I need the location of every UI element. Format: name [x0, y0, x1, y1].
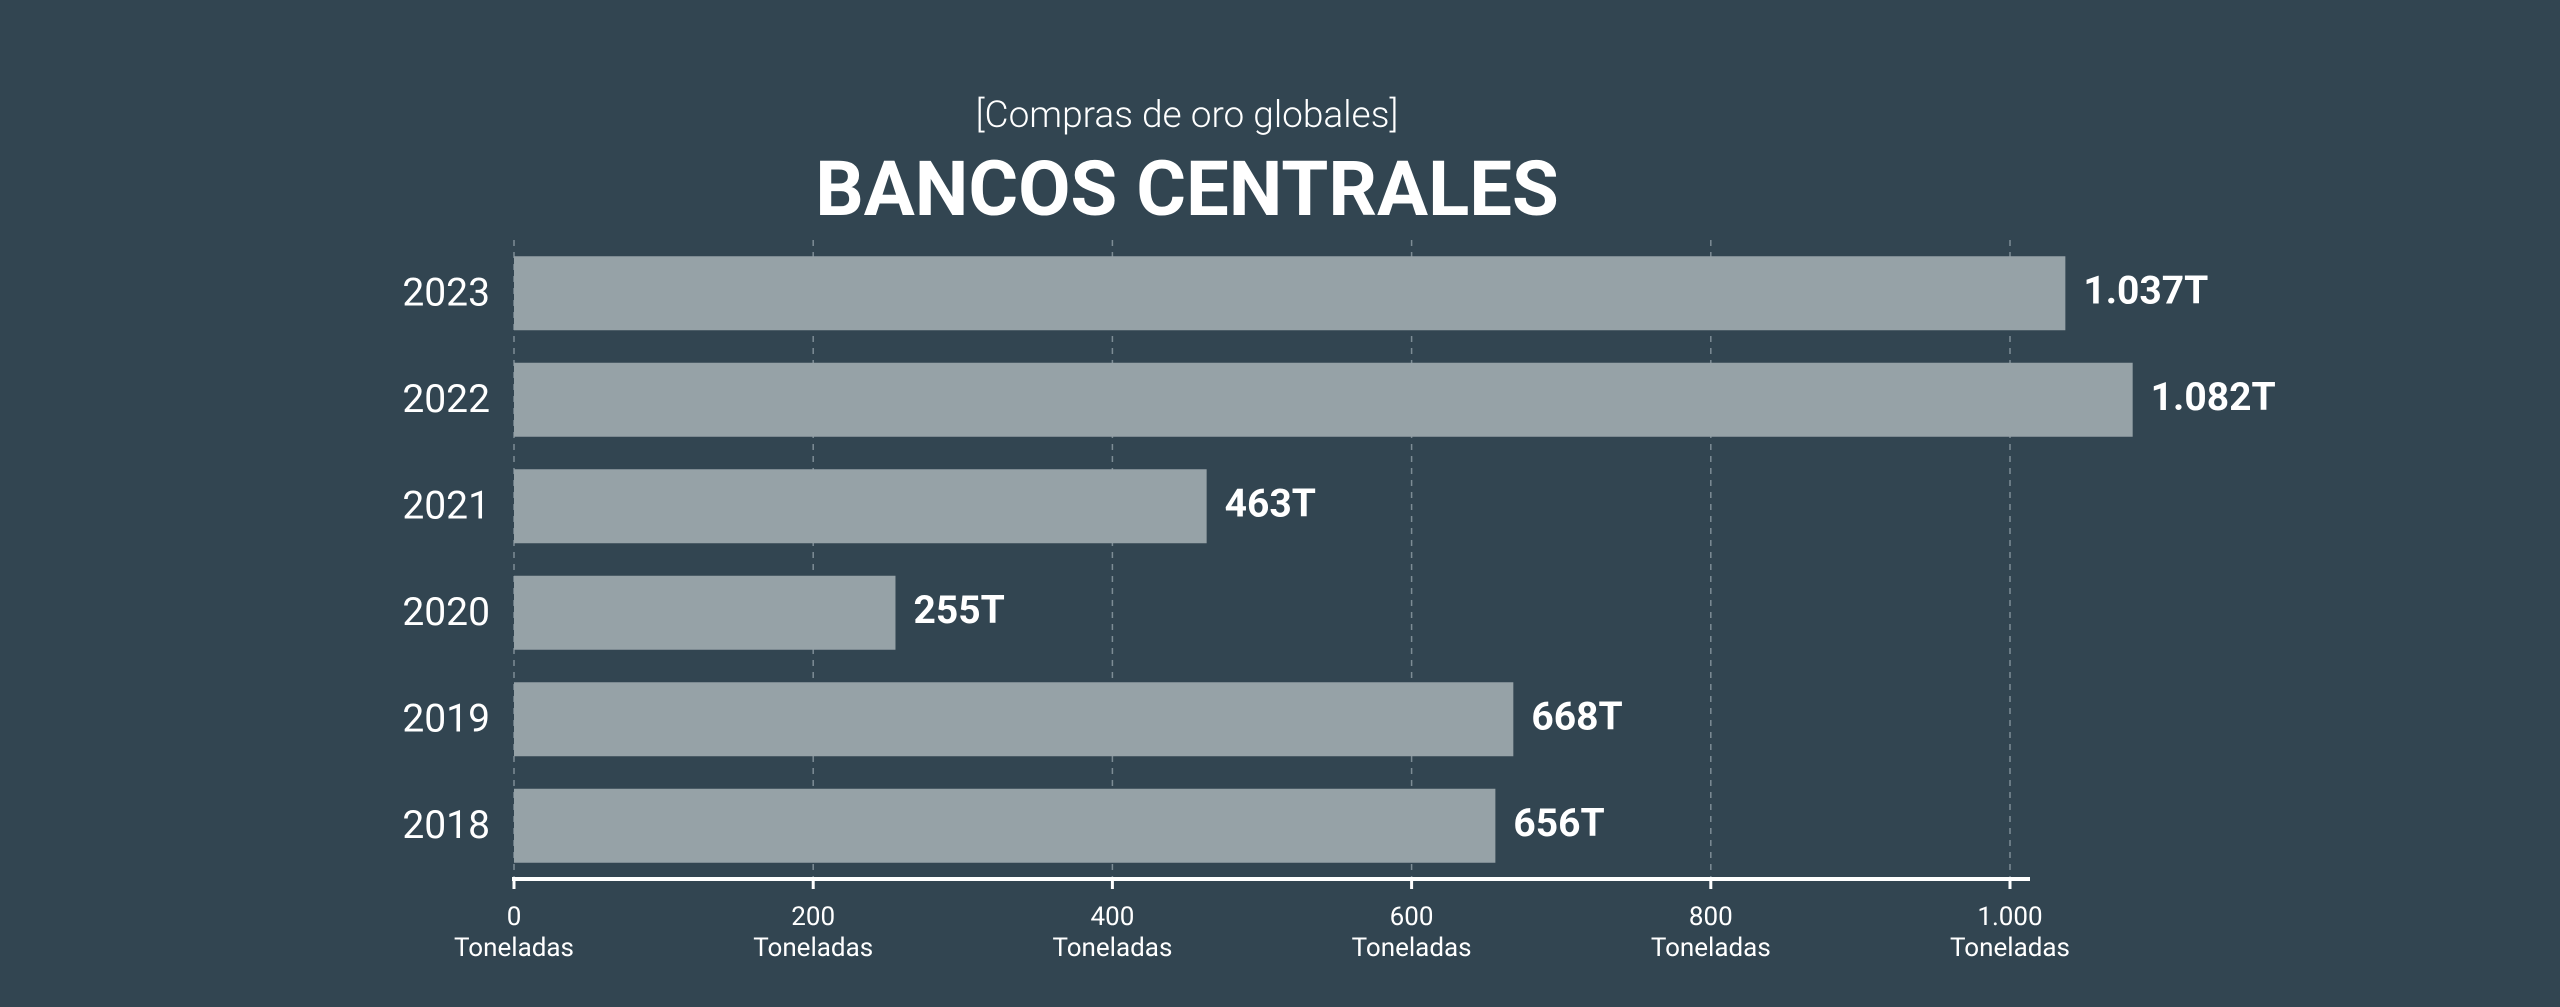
- bar: [514, 256, 2066, 331]
- x-tick-label: 800: [1689, 902, 1733, 932]
- x-tick-label: 600: [1390, 902, 1434, 932]
- value-label: 1.082T: [2151, 374, 2276, 420]
- y-tick-label: 2018: [402, 802, 490, 848]
- x-tick-unit: Toneladas: [1950, 933, 2070, 963]
- bar: [514, 788, 1496, 863]
- y-tick-label: 2023: [402, 270, 490, 316]
- bar: [514, 362, 2133, 437]
- y-tick-label: 2019: [402, 696, 490, 742]
- y-tick-label: 2022: [402, 376, 490, 422]
- value-label: 1.037T: [2083, 268, 2208, 314]
- y-tick-label: 2020: [402, 589, 490, 635]
- value-label: 463T: [1225, 481, 1316, 527]
- x-tick-unit: Toneladas: [454, 933, 574, 963]
- value-label: 668T: [1531, 694, 1622, 740]
- x-tick-label: 1.000: [1977, 902, 2042, 932]
- x-tick-label: 400: [1090, 902, 1134, 932]
- x-tick-unit: Toneladas: [1651, 933, 1771, 963]
- x-tick-unit: Toneladas: [753, 933, 873, 963]
- bar: [514, 575, 896, 650]
- x-tick-unit: Toneladas: [1052, 933, 1172, 963]
- value-label: 255T: [913, 587, 1004, 633]
- x-tick-label: 0: [507, 902, 522, 932]
- chart-subtitle: [Compras de oro globales]: [976, 94, 1399, 137]
- x-tick-label: 200: [791, 902, 835, 932]
- bar: [514, 469, 1207, 544]
- chart-title: BANCOS CENTRALES: [815, 144, 1559, 234]
- bar: [514, 682, 1514, 757]
- y-tick-label: 2021: [402, 483, 490, 529]
- value-label: 656T: [1513, 800, 1604, 846]
- x-tick-unit: Toneladas: [1352, 933, 1472, 963]
